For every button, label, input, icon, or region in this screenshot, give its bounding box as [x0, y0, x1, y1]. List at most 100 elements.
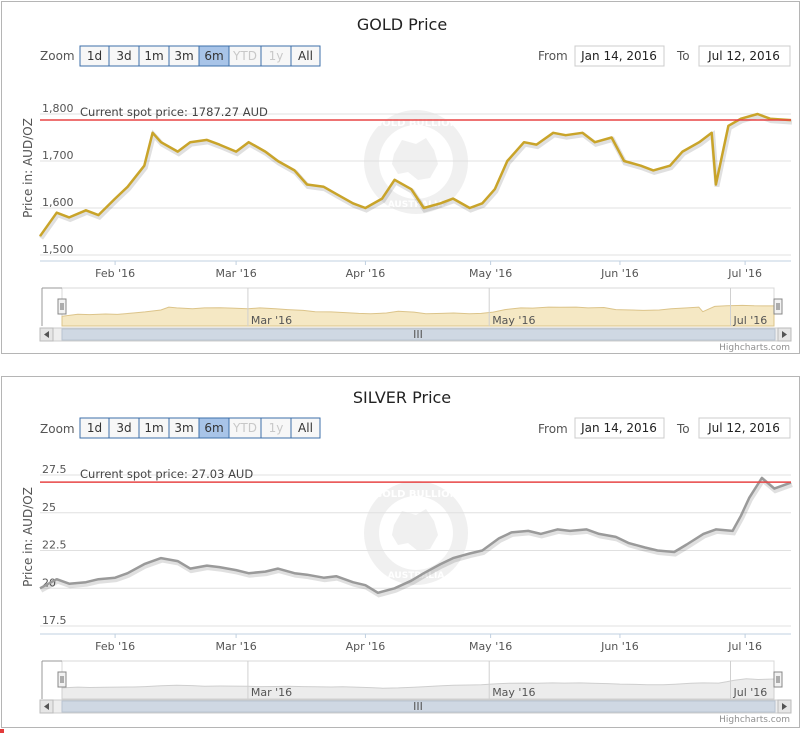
- navigator-handle-left[interactable]: [57, 298, 67, 315]
- zoom-label: Zoom: [40, 422, 75, 436]
- from-date-value: Jan 14, 2016: [580, 49, 657, 63]
- scrollbar[interactable]: III: [39, 327, 792, 342]
- y-tick-labels: 1,500 1,600 1,700 1,800: [42, 102, 74, 256]
- zoom-button-label: 3d: [116, 49, 131, 63]
- zoom-button-group: 1d 3d 1m 3m 6m YTD 1y All: [79, 45, 321, 67]
- x-tick-label: Jun '16: [600, 267, 639, 280]
- zoom-button-1y[interactable]: 1y: [260, 417, 292, 439]
- chevron-left-icon: [44, 331, 49, 338]
- to-date-value: Jul 12, 2016: [707, 49, 780, 63]
- to-date-value: Jul 12, 2016: [707, 421, 780, 435]
- scrollbar-thumb[interactable]: [61, 328, 776, 341]
- x-tick-label: May '16: [469, 267, 512, 280]
- zoom-button-all[interactable]: All: [290, 45, 321, 67]
- zoom-button-label: All: [298, 49, 313, 63]
- scrollbar[interactable]: III: [39, 699, 792, 714]
- silver-chart-panel: SILVER Price Zoom 1d 3d 1m 3m 6m YTD 1y All Fro…: [1, 376, 800, 728]
- navigator[interactable]: Mar '16 May '16 Jul '16: [41, 660, 783, 700]
- watermark-text: GOLD BULLION: [374, 118, 458, 129]
- series-shadow: [39, 476, 793, 598]
- series-line: [39, 476, 792, 595]
- zoom-button-label: YTD: [232, 421, 257, 435]
- x-tick-label: May '16: [469, 640, 512, 653]
- y-tick-label: 27.5: [42, 463, 67, 476]
- x-tick-label: Mar '16: [215, 267, 256, 280]
- zoom-button-label: All: [298, 421, 313, 435]
- x-tick-label: Apr '16: [346, 640, 386, 653]
- silver-chart-svg: SILVER Price Zoom 1d 3d 1m 3m 6m YTD 1y All Fro…: [21, 388, 793, 725]
- zoom-button-1d[interactable]: 1d: [79, 417, 110, 439]
- zoom-button-label: 3d: [116, 421, 131, 435]
- zoom-button-1m[interactable]: 1m: [138, 417, 170, 439]
- watermark-text: GOLD BULLION: [374, 489, 458, 500]
- x-tick-label: Jun '16: [600, 640, 639, 653]
- zoom-button-label: 1y: [269, 421, 284, 435]
- zoom-button-group: 1d 3d 1m 3m 6m YTD 1y All: [79, 417, 321, 439]
- x-tick-label: Apr '16: [346, 267, 386, 280]
- x-tick-label: Jul '16: [727, 640, 762, 653]
- watermark-bottom-text: AUSTRALIA: [388, 200, 445, 210]
- to-date-input[interactable]: Jul 12, 2016: [698, 45, 791, 67]
- navigator-area: [61, 678, 775, 700]
- zoom-label: Zoom: [40, 49, 75, 63]
- zoom-button-ytd[interactable]: YTD: [228, 45, 262, 67]
- highcharts-credit[interactable]: Highcharts.com: [719, 343, 790, 353]
- x-tick-label: Feb '16: [95, 640, 135, 653]
- zoom-button-3m[interactable]: 3m: [168, 417, 200, 439]
- zoom-button-3m[interactable]: 3m: [168, 45, 200, 67]
- scrollbar-grip-icon: III: [413, 700, 423, 713]
- x-tick-label: Mar '16: [215, 640, 256, 653]
- watermark-bottom-text: AUSTRALIA: [388, 571, 445, 581]
- scrollbar-thumb[interactable]: [61, 700, 776, 713]
- from-date-input[interactable]: Jan 14, 2016: [574, 417, 665, 439]
- navigator-label-mar: Mar '16: [251, 686, 292, 699]
- navigator[interactable]: Mar '16 May '16 Jul '16: [41, 287, 783, 327]
- navigator-handle-right[interactable]: [773, 298, 783, 315]
- x-tick-label: Jul '16: [727, 267, 762, 280]
- zoom-button-3d[interactable]: 3d: [108, 417, 140, 439]
- x-tick-labels: Feb '16 Mar '16 Apr '16 May '16 Jun '16 Jul '…: [95, 261, 762, 280]
- to-date-input[interactable]: Jul 12, 2016: [698, 417, 791, 439]
- zoom-button-label: 6m: [204, 421, 223, 435]
- chart-title: SILVER Price: [353, 388, 451, 407]
- navigator-label-jul: Jul '16: [732, 314, 767, 327]
- zoom-button-label: 1d: [87, 49, 102, 63]
- y-axis-label: Price in: AUD/OZ: [21, 487, 35, 587]
- zoom-button-label: 1y: [269, 49, 284, 63]
- to-label: To: [676, 422, 690, 436]
- zoom-button-6m[interactable]: 6m: [198, 417, 230, 439]
- scrollbar-grip-icon: III: [413, 328, 423, 341]
- zoom-button-6m[interactable]: 6m: [198, 45, 230, 67]
- zoom-button-3d[interactable]: 3d: [108, 45, 140, 67]
- y-tick-label: 1,800: [42, 102, 74, 115]
- corner-marker: [0, 729, 4, 733]
- highcharts-credit[interactable]: Highcharts.com: [719, 715, 790, 725]
- from-label: From: [538, 49, 568, 63]
- y-tick-label: 22.5: [42, 539, 67, 552]
- zoom-button-all[interactable]: All: [290, 417, 321, 439]
- zoom-button-1m[interactable]: 1m: [138, 45, 170, 67]
- chevron-right-icon: [782, 331, 787, 338]
- chevron-right-icon: [782, 703, 787, 710]
- navigator-handle-left[interactable]: [57, 671, 67, 688]
- from-date-input[interactable]: Jan 14, 2016: [574, 45, 665, 67]
- zoom-button-1d[interactable]: 1d: [79, 45, 110, 67]
- chevron-left-icon: [44, 703, 49, 710]
- spot-price-label: Current spot price: 1787.27 AUD: [80, 105, 268, 119]
- zoom-button-label: 6m: [204, 49, 223, 63]
- price-series: [39, 476, 793, 598]
- y-axis-label: Price in: AUD/OZ: [21, 118, 35, 218]
- series-line: [38, 112, 792, 237]
- navigator-label-mar: Mar '16: [251, 314, 292, 327]
- zoom-button-label: 3m: [174, 49, 193, 63]
- to-label: To: [676, 49, 690, 63]
- x-tick-labels: Feb '16 Mar '16 Apr '16 May '16 Jun '16 Jul '…: [95, 634, 762, 653]
- zoom-button-1y[interactable]: 1y: [260, 45, 292, 67]
- navigator-handle-right[interactable]: [773, 671, 783, 688]
- y-tick-label: 1,600: [42, 196, 74, 209]
- zoom-button-label: 1d: [87, 421, 102, 435]
- gold-chart-panel: GOLD Price Zoom 1d 3d 1m 3m 6m YTD 1y All From …: [1, 1, 800, 354]
- zoom-button-label: YTD: [232, 49, 257, 63]
- zoom-button-ytd[interactable]: YTD: [228, 417, 262, 439]
